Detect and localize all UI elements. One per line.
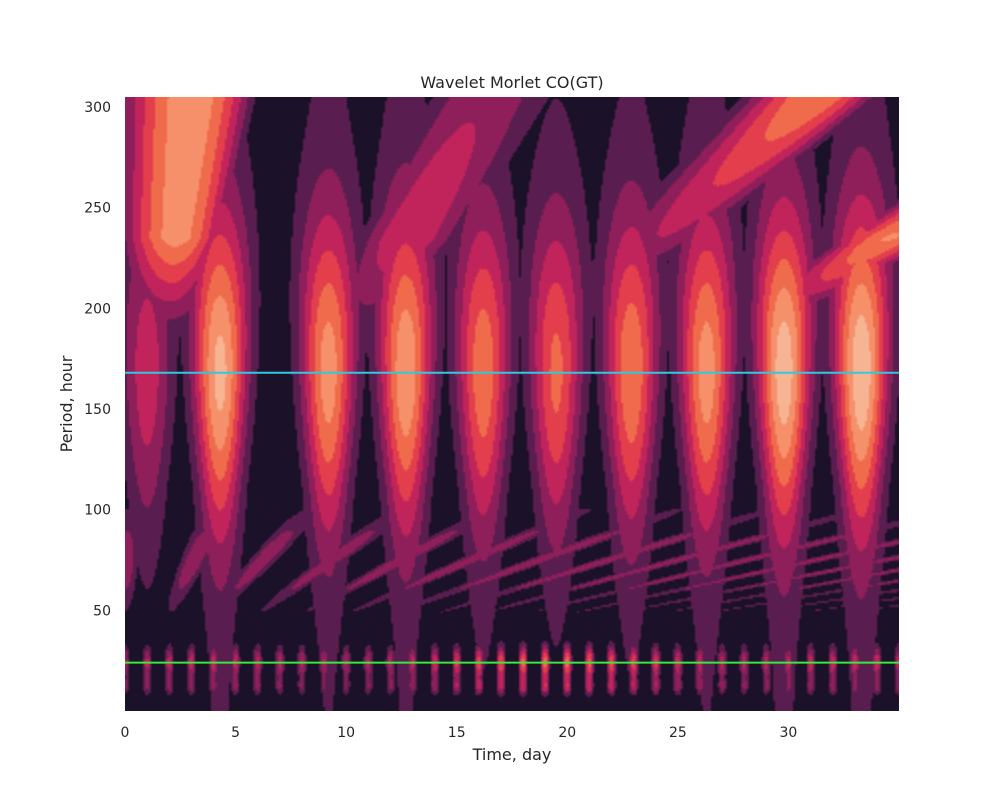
x-tick-label: 5 bbox=[231, 725, 240, 741]
x-axis-ticks: 0 5 10 15 20 25 30 bbox=[121, 725, 798, 741]
plot-area bbox=[125, 97, 899, 711]
y-tick-label: 150 bbox=[84, 402, 111, 418]
x-tick-label: 20 bbox=[558, 725, 576, 741]
y-tick-label: 300 bbox=[84, 100, 111, 116]
x-tick-label: 0 bbox=[121, 725, 130, 741]
x-tick-label: 30 bbox=[780, 725, 798, 741]
x-tick-label: 25 bbox=[669, 725, 687, 741]
y-axis-title: Period, hour bbox=[57, 355, 76, 452]
y-tick-label: 100 bbox=[84, 503, 111, 519]
y-tick-label: 200 bbox=[84, 301, 111, 317]
y-axis-ticks: 50 100 150 200 250 300 bbox=[84, 100, 111, 619]
x-axis-title: Time, day bbox=[472, 745, 552, 764]
y-tick-label: 250 bbox=[84, 201, 111, 217]
y-tick-label: 50 bbox=[93, 603, 111, 619]
x-tick-label: 10 bbox=[337, 725, 355, 741]
reference-lines bbox=[125, 371, 899, 664]
chart-title: Wavelet Morlet CO(GT) bbox=[420, 73, 603, 92]
wavelet-power-heatmap bbox=[125, 97, 899, 711]
x-tick-label: 15 bbox=[448, 725, 466, 741]
